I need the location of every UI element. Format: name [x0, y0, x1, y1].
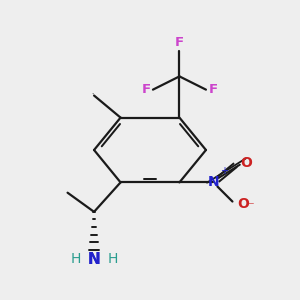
Text: O: O: [240, 156, 252, 170]
Text: N: N: [208, 176, 219, 189]
Text: ·: ·: [92, 91, 94, 97]
Text: +: +: [220, 166, 228, 176]
Text: ⁻: ⁻: [247, 200, 254, 213]
Text: F: F: [142, 83, 151, 96]
Text: F: F: [208, 83, 218, 96]
Text: H: H: [70, 252, 81, 266]
Text: F: F: [175, 36, 184, 49]
Text: N: N: [88, 252, 100, 267]
Text: O: O: [237, 197, 249, 212]
Text: N: N: [88, 252, 100, 267]
Text: H: H: [107, 252, 118, 266]
